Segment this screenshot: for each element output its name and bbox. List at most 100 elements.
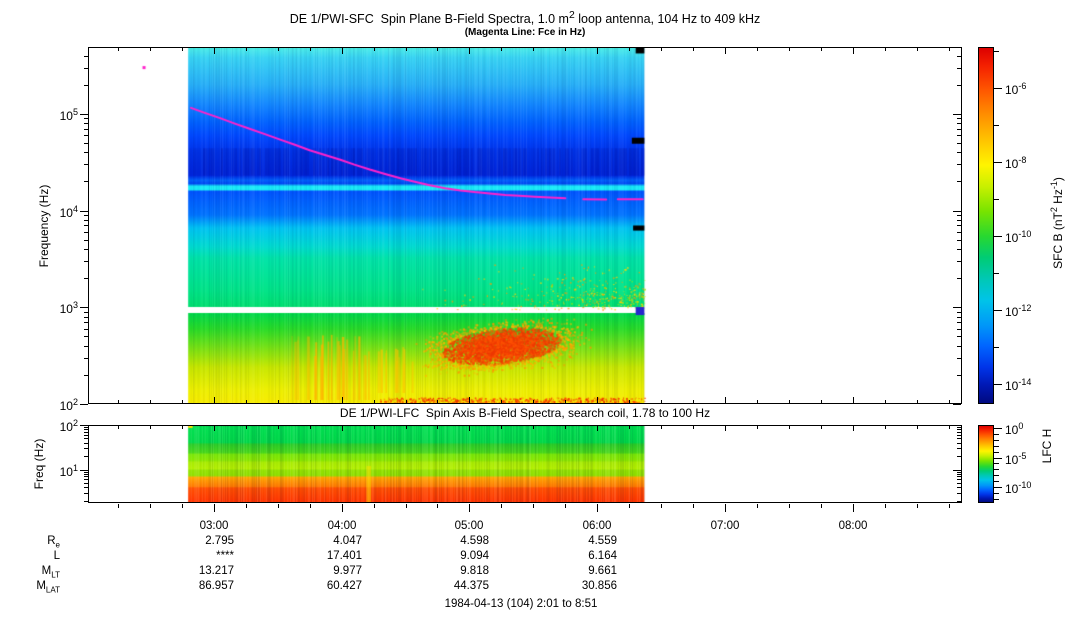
lfc-x-tick — [789, 504, 790, 508]
sfc-y-tick-right — [957, 164, 961, 165]
sfc-y-tick-right — [957, 317, 961, 318]
sfc-y-tick-right — [957, 375, 961, 376]
lfc-x-tick — [725, 426, 726, 431]
sfc-x-tick — [150, 400, 151, 403]
sfc-y-tick-right — [957, 215, 961, 216]
lfc-y-tick-right — [957, 483, 961, 484]
sfc-y-tick — [84, 85, 88, 86]
lfc-y-tick-right — [953, 425, 961, 426]
lfc-y-tick-right — [957, 476, 961, 477]
sfc-x-tick — [533, 400, 534, 403]
sfc-colorbar-tick — [994, 88, 1002, 89]
lfc-x-tick — [214, 426, 215, 431]
x-axis-time-label: 05:00 — [454, 520, 484, 532]
sfc-y-tick-right — [957, 123, 961, 124]
sfc-x-tick — [693, 400, 694, 403]
lfc-x-tick — [757, 426, 758, 429]
sfc-x-tick — [214, 48, 215, 54]
lfc-y-tick — [84, 435, 88, 436]
sfc-x-tick — [725, 397, 726, 403]
lfc-y-tick — [84, 432, 88, 433]
lfc-x-tick — [501, 504, 502, 508]
lfc-y-tick-right — [953, 470, 961, 471]
ephemeris-value: 60.427 — [326, 580, 362, 592]
lfc-x-tick — [374, 426, 375, 429]
sfc-x-tick — [789, 48, 790, 51]
sfc-y-axis-label: Frequency (Hz) — [37, 184, 51, 268]
lfc-y-tick — [84, 476, 88, 477]
lfc-x-tick — [661, 426, 662, 429]
sfc-x-tick — [661, 48, 662, 51]
sfc-colorbar-tick — [994, 51, 999, 52]
sfc-spectrogram-canvas — [89, 48, 962, 403]
sfc-colorbar-label: 10-8 — [1005, 155, 1027, 171]
lfc-y-tick-right — [957, 432, 961, 433]
lfc-y-tick — [80, 425, 88, 426]
sfc-y-tick-right — [957, 135, 961, 136]
lfc-y-tick — [84, 493, 88, 494]
lfc-colorbar-tick — [994, 487, 1002, 488]
lfc-y-tick — [84, 438, 88, 439]
sfc-y-tick-right — [957, 220, 961, 221]
sfc-x-tick — [182, 400, 183, 403]
sfc-x-tick — [342, 48, 343, 54]
sfc-y-tick — [84, 336, 88, 337]
lfc-x-tick — [501, 426, 502, 429]
lfc-x-tick — [661, 504, 662, 508]
sfc-colorbar-label: SFC B (nT2 Hz-1) — [1049, 177, 1065, 269]
sfc-colorbar-tick — [994, 125, 999, 126]
lfc-y-tick — [84, 456, 88, 457]
lfc-colorbar-tick — [994, 469, 999, 470]
sfc-x-tick — [469, 48, 470, 54]
lfc-x-tick — [629, 426, 630, 429]
lfc-colorbar-tick — [994, 475, 999, 476]
lfc-colorbar-tick — [994, 493, 999, 494]
sfc-y-tick — [84, 215, 88, 216]
lfc-x-tick — [150, 504, 151, 508]
sfc-y-tick-right — [957, 56, 961, 57]
sfc-y-tick — [84, 346, 88, 347]
lfc-y-tick-right — [957, 493, 961, 494]
sfc-y-tick-right — [957, 278, 961, 279]
lfc-x-tick — [278, 504, 279, 508]
sfc-y-tick-right — [957, 85, 961, 86]
lfc-x-tick — [789, 426, 790, 429]
lfc-colorbar-tick — [994, 428, 1002, 429]
lfc-x-tick — [469, 426, 470, 431]
ephemeris-value: 86.957 — [198, 580, 234, 592]
sfc-y-tick — [84, 312, 88, 313]
sfc-y-tick — [84, 152, 88, 153]
sfc-x-tick — [278, 400, 279, 403]
ephemeris-value: 30.856 — [581, 580, 617, 592]
footer-date-range: 1984-04-13 (104) 2:01 to 8:51 — [444, 598, 598, 610]
sfc-y-tick-right — [957, 249, 961, 250]
sfc-y-tick — [84, 68, 88, 69]
lfc-x-tick — [853, 504, 854, 512]
sfc-colorbar-tick — [994, 199, 999, 200]
ephemeris-value: 13.217 — [198, 565, 234, 577]
lfc-x-tick — [949, 426, 950, 429]
ephemeris-value: 4.598 — [460, 535, 489, 547]
sfc-x-tick — [533, 48, 534, 51]
sfc-y-tick-label: 102 — [59, 397, 78, 413]
x-axis-time-label: 07:00 — [710, 520, 740, 532]
sfc-title-text: DE 1/PWI-SFC Spin Plane B-Field Spectra,… — [289, 12, 569, 27]
sfc-y-tick — [84, 129, 88, 130]
lfc-x-tick — [693, 426, 694, 429]
ephemeris-row-label: MLAT — [36, 580, 60, 595]
sfc-x-tick — [437, 400, 438, 403]
lfc-x-tick — [406, 426, 407, 429]
sfc-y-tick-right — [957, 240, 961, 241]
lfc-y-tick-right — [957, 427, 961, 428]
ephemeris-value: 4.559 — [588, 535, 617, 547]
lfc-y-tick-right — [957, 479, 961, 480]
lfc-y-tick — [84, 427, 88, 428]
lfc-y-tick-right — [957, 456, 961, 457]
lfc-y-tick-right — [957, 438, 961, 439]
lfc-spectrogram-canvas — [89, 426, 962, 502]
sfc-x-tick — [821, 400, 822, 403]
lfc-x-tick — [278, 426, 279, 429]
lfc-y-tick — [84, 501, 88, 502]
x-axis-time-label: 08:00 — [838, 520, 868, 532]
